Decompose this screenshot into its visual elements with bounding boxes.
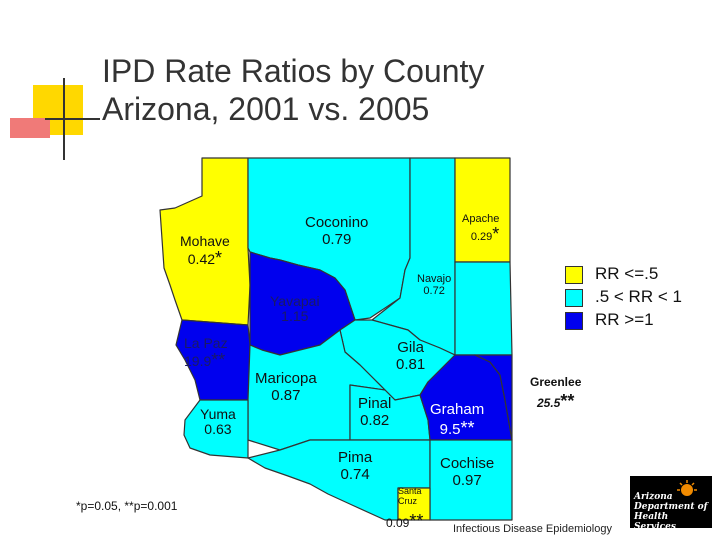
label-pima: Pima 0.74 [338, 449, 373, 483]
label-cochise: Cochise 0.97 [440, 455, 495, 489]
county-name-maricopa: Maricopa [255, 370, 317, 387]
county-name-santacruz: Santa Cruz [398, 486, 422, 506]
legend-label-mid: .5 < RR < 1 [595, 287, 682, 306]
county-name-gila: Gila [397, 339, 424, 356]
deco-horizontal-line [45, 118, 100, 120]
page-title: IPD Rate Ratios by County Arizona, 2001 … [102, 52, 484, 128]
county-value-navajo: 0.72 [423, 285, 445, 298]
label-mohave: Mohave 0.42* [180, 233, 230, 269]
county-value-yavapai: 1.15 [281, 308, 309, 325]
county-value-apache: 0.29 [470, 231, 493, 244]
county-name-pinal: Pinal [358, 395, 392, 412]
label-apache: Apache 0.29* [462, 213, 499, 247]
county-value-pinal: 0.82 [360, 411, 390, 429]
label-coconino: Coconino 0.79 [305, 214, 369, 248]
county-name-pima: Pima [338, 449, 373, 466]
county-value-graham: 9.5 [439, 420, 461, 438]
label-greenlee: Greenlee 25.5** [530, 375, 582, 417]
county-value-yuma: 0.63 [204, 421, 232, 438]
county-name-yuma: Yuma [200, 406, 236, 422]
county-name-cochise: Cochise [440, 455, 495, 472]
county-value-mohave: 0.42 [187, 251, 216, 268]
legend-label-high: RR >=1 [595, 310, 654, 329]
logo-line-2: Department of [634, 502, 708, 512]
county-value-santacruz: 0.09 [386, 516, 410, 530]
label-graham: Graham 9.5** [430, 401, 485, 438]
label-santacruz-value: 0.09** [386, 511, 424, 532]
county-mark-lapaz: ** [211, 350, 226, 371]
county-value-maricopa: 0.87 [271, 386, 301, 404]
county-mark-graham: ** [460, 417, 475, 438]
county-apache-lower[interactable] [454, 261, 513, 356]
title-line-1: IPD Rate Ratios by County [102, 53, 485, 89]
label-gila: Gila 0.81 [396, 339, 426, 373]
county-value-cochise: 0.97 [452, 471, 482, 489]
label-maricopa: Maricopa 0.87 [255, 370, 317, 404]
credit-text: Infectious Disease Epidemiology [453, 523, 612, 535]
county-cochise[interactable] [429, 439, 513, 521]
sun-icon [677, 480, 697, 496]
county-value-coconino: 0.79 [322, 230, 352, 248]
county-greenlee[interactable] [474, 354, 513, 441]
legend-swatch-high [565, 312, 583, 330]
county-maricopa[interactable] [247, 329, 386, 451]
adhs-logo: Arizona Department of Health Services [630, 476, 712, 532]
county-name-yavapai: Yavapai [270, 293, 320, 309]
county-yuma[interactable] [183, 399, 249, 459]
label-navajo: Navajo 0.72 [417, 273, 451, 297]
county-name-lapaz: La Paz [184, 335, 228, 351]
county-mark-mohave: * [215, 248, 223, 269]
legend-swatch-mid [565, 289, 583, 307]
county-name-apache: Apache [462, 213, 500, 225]
county-mark-apache: * [492, 224, 500, 245]
significance-footnote: *p=0.05, **p=0.001 [76, 499, 178, 513]
county-name-graham: Graham [430, 401, 485, 418]
county-name-greenlee: Greenlee [530, 375, 582, 389]
county-mark-santacruz: ** [409, 511, 424, 531]
county-value-gila: 0.81 [396, 355, 426, 373]
county-name-mohave: Mohave [180, 233, 230, 249]
county-value-pima: 0.74 [340, 465, 370, 483]
deco-red-square [10, 118, 50, 138]
label-yavapai: Yavapai 1.15 [270, 293, 320, 325]
label-pinal: Pinal 0.82 [358, 395, 392, 429]
label-lapaz: La Paz 19.9** [184, 335, 228, 371]
county-santacruz[interactable] [397, 487, 431, 521]
county-value-lapaz: 19.9 [184, 353, 212, 370]
title-line-2: Arizona, 2001 vs. 2005 [102, 91, 430, 127]
county-name-coconino: Coconino [305, 214, 369, 231]
county-name-navajo: Navajo [417, 273, 452, 285]
label-yuma: Yuma 0.63 [200, 406, 236, 438]
county-value-greenlee: 25.5 [537, 396, 561, 411]
county-mark-greenlee: ** [560, 391, 575, 412]
legend-swatch-low [565, 266, 583, 284]
logo-line-3: Health Services [634, 512, 676, 532]
legend-label-low: RR <=.5 [595, 264, 659, 283]
logo-line-1: Arizona [634, 492, 673, 502]
label-santacruz: Santa Cruz [398, 486, 430, 507]
adhs-logo-text: Arizona Department of Health Services [634, 492, 712, 532]
